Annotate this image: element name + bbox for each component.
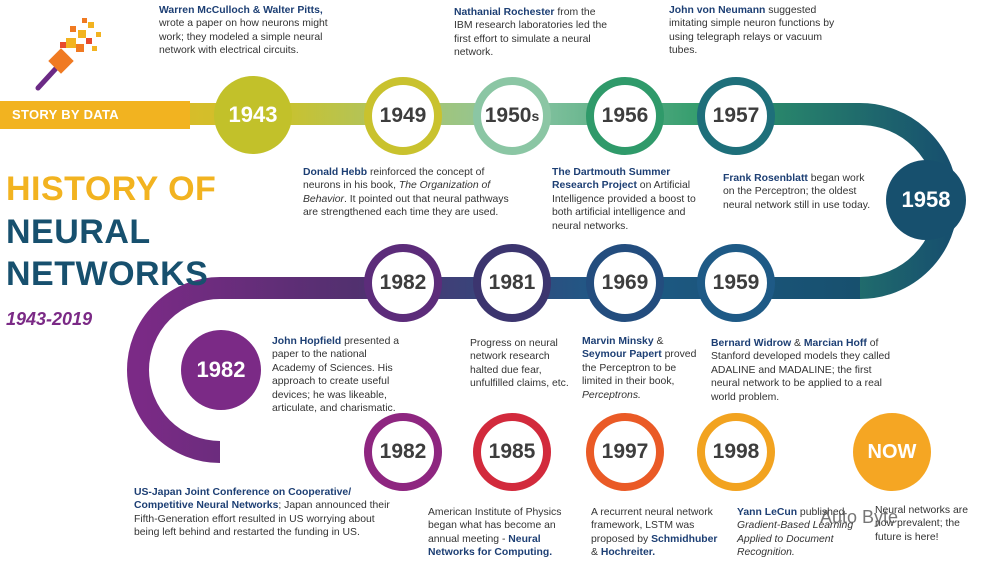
node-1943: 1943 [214,76,292,154]
note-rosenblatt: Frank Rosenblatt began work on the Perce… [723,173,871,211]
note-rochester: Nathanial Rochester from the IBM researc… [454,7,608,59]
node-1959: 1959 [697,244,775,322]
note-widrow: Bernard Widrow & Marcian Hoff of Stanfor… [711,338,891,403]
note-hopfield: John Hopfield presented a paper to the n… [272,336,400,415]
node-1957: 1957 [697,77,775,155]
story-banner: STORY BY DATA [0,101,190,129]
note-hebb: Donald Hebb reinforced the concept of ne… [303,167,509,219]
node-1997: 1997 [586,413,664,491]
title-years: 1943-2019 [6,309,93,329]
node-1958: 1958 [886,160,966,240]
note-usjapan: US-Japan Joint Conference on Cooperative… [134,487,390,539]
node-1969: 1969 [586,244,664,322]
title-line-3: NETWORKS [6,255,209,293]
title-line-2: NEURAL [6,213,151,251]
node-1982-bottom: 1982 [364,413,442,491]
note-dartmouth: The Dartmouth Summer Research Project on… [552,167,696,232]
note-lecun: Yann LeCun published Gradient-Based Lear… [737,507,854,559]
node-1982-top: 1982 [364,244,442,322]
note-progress: Progress on neural network research halt… [470,338,569,390]
note-aip: American Institute of Physics began what… [428,507,562,559]
watermark: Auto Byte [820,507,899,527]
title-line-1: HISTORY OF [6,170,217,208]
note-minsky: Marvin Minsky & Seymour Papert proved th… [582,336,697,401]
node-1956: 1956 [586,77,664,155]
node-1998: 1998 [697,413,775,491]
note-mcculloch: Warren McCulloch & Walter Pitts, wrote a… [159,5,328,57]
node-1982-left: 1982 [181,330,261,410]
note-now: Neural networks are now prevalent; the f… [875,505,968,543]
node-1985: 1985 [473,413,551,491]
node-1981: 1981 [473,244,551,322]
node-1949: 1949 [364,77,442,155]
note-lstm: A recurrent neural network framework, LS… [591,507,718,559]
torch-logo-icon [35,18,101,91]
note-neumann: John von Neumann suggested imitating sim… [669,5,835,57]
node-now: NOW [853,413,931,491]
node-1950s: 1950 s [473,77,551,155]
